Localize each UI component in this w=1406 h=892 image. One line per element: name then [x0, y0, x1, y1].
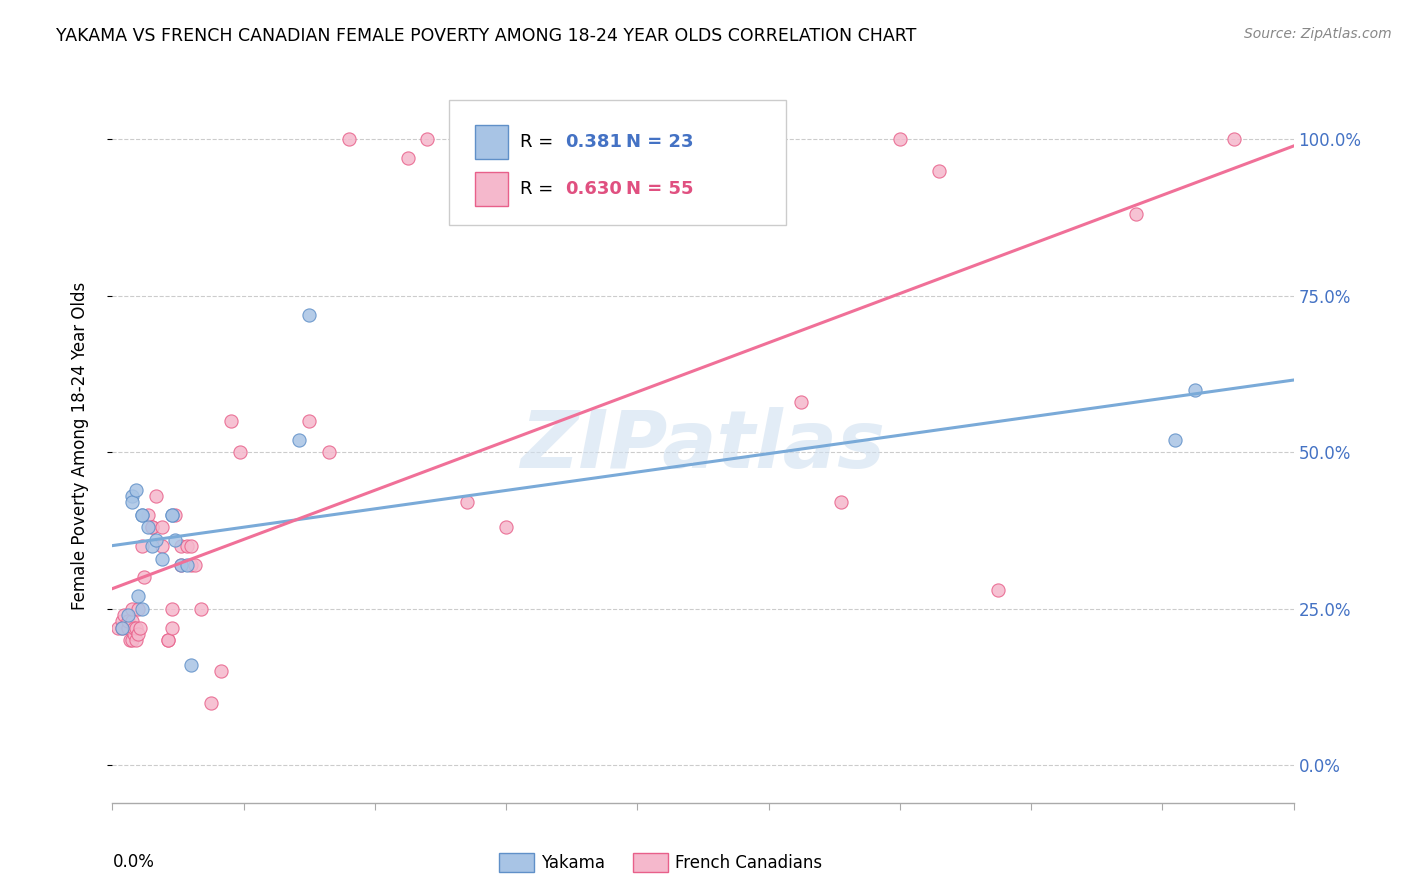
Text: N = 23: N = 23	[626, 133, 693, 151]
Point	[987, 582, 1010, 597]
Text: R =: R =	[520, 180, 560, 198]
Point	[170, 539, 193, 553]
Point	[125, 633, 148, 648]
Point	[337, 132, 360, 146]
Point	[160, 508, 183, 522]
Point	[129, 621, 152, 635]
Text: French Canadians: French Canadians	[675, 854, 823, 871]
Point	[127, 627, 149, 641]
Point	[170, 558, 193, 572]
Point	[176, 539, 198, 553]
Point	[176, 558, 198, 572]
Point	[120, 633, 142, 648]
Bar	[499, 853, 534, 872]
Point	[396, 151, 419, 165]
Point	[456, 495, 478, 509]
Point	[165, 533, 187, 547]
Text: 0.0%: 0.0%	[112, 853, 155, 871]
Point	[111, 621, 134, 635]
Text: 0.381: 0.381	[565, 133, 621, 151]
Point	[127, 601, 149, 615]
Point	[180, 539, 202, 553]
Point	[928, 163, 950, 178]
FancyBboxPatch shape	[475, 125, 508, 159]
Point	[170, 558, 193, 572]
Point	[288, 433, 311, 447]
Text: N = 55: N = 55	[626, 180, 693, 198]
Point	[121, 633, 143, 648]
Point	[131, 539, 153, 553]
Point	[495, 520, 517, 534]
Point	[117, 607, 139, 622]
Point	[416, 132, 439, 146]
Point	[121, 614, 143, 628]
Point	[122, 627, 145, 641]
Point	[127, 589, 149, 603]
Point	[165, 508, 187, 522]
Point	[117, 621, 139, 635]
Y-axis label: Female Poverty Among 18-24 Year Olds: Female Poverty Among 18-24 Year Olds	[70, 282, 89, 610]
Point	[209, 665, 232, 679]
Point	[132, 570, 155, 584]
Point	[219, 414, 242, 428]
Point	[136, 520, 159, 534]
Point	[1184, 383, 1206, 397]
Point	[122, 621, 145, 635]
Point	[1164, 433, 1187, 447]
Point	[156, 633, 179, 648]
Point	[121, 601, 143, 615]
Point	[150, 551, 173, 566]
Point	[136, 508, 159, 522]
Point	[160, 621, 183, 635]
Point	[117, 614, 139, 628]
Point	[121, 495, 143, 509]
Point	[830, 495, 852, 509]
Text: Source: ZipAtlas.com: Source: ZipAtlas.com	[1244, 27, 1392, 41]
Text: R =: R =	[520, 133, 560, 151]
Point	[790, 395, 813, 409]
Text: YAKAMA VS FRENCH CANADIAN FEMALE POVERTY AMONG 18-24 YEAR OLDS CORRELATION CHART: YAKAMA VS FRENCH CANADIAN FEMALE POVERTY…	[56, 27, 917, 45]
Point	[145, 533, 167, 547]
Point	[131, 601, 153, 615]
Point	[112, 607, 135, 622]
Point	[1125, 207, 1147, 221]
Point	[160, 508, 183, 522]
Bar	[633, 853, 668, 872]
Point	[131, 508, 153, 522]
Point	[107, 621, 129, 635]
Point	[141, 520, 163, 534]
Point	[180, 558, 202, 572]
Point	[111, 621, 134, 635]
Point	[145, 489, 167, 503]
Point	[141, 520, 163, 534]
Point	[125, 621, 148, 635]
Text: 0.630: 0.630	[565, 180, 621, 198]
Text: Yakama: Yakama	[541, 854, 606, 871]
Point	[111, 614, 134, 628]
Point	[200, 696, 222, 710]
Point	[160, 601, 183, 615]
Point	[150, 520, 173, 534]
Point	[150, 539, 173, 553]
Point	[298, 308, 321, 322]
Point	[1223, 132, 1246, 146]
Point	[121, 489, 143, 503]
Point	[190, 601, 212, 615]
Point	[889, 132, 911, 146]
Point	[298, 414, 321, 428]
Text: ZIPatlas: ZIPatlas	[520, 407, 886, 485]
Point	[184, 558, 207, 572]
Point	[131, 508, 153, 522]
Point	[141, 539, 163, 553]
Point	[318, 445, 340, 459]
FancyBboxPatch shape	[449, 100, 786, 225]
Point	[125, 483, 148, 497]
Point	[229, 445, 252, 459]
FancyBboxPatch shape	[475, 172, 508, 206]
Point	[156, 633, 179, 648]
Point	[180, 658, 202, 673]
